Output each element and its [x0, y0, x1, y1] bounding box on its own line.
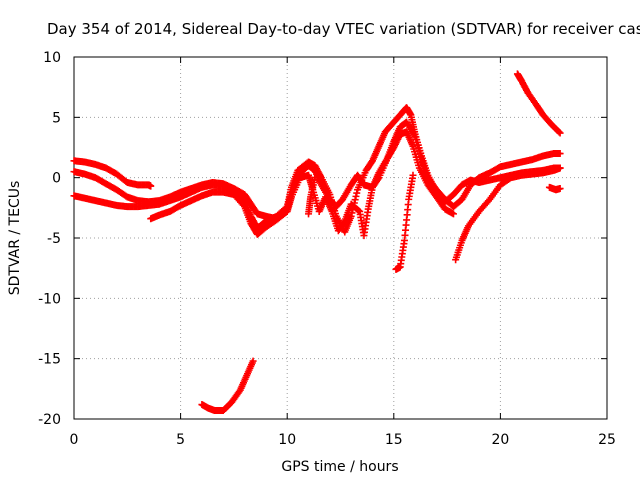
series-track-6: [392, 171, 417, 273]
series-track-8: [545, 183, 564, 194]
series-track-5: [305, 174, 319, 218]
y-tick-label: -5: [47, 231, 61, 247]
data-point: [556, 185, 564, 193]
axis-ticks: [73, 56, 608, 420]
x-tick-label: 20: [491, 432, 509, 448]
y-tick-label: 5: [52, 110, 61, 126]
data-point: [355, 207, 363, 215]
tick-labels: 0 5 10 15 20 25 -20 -15 -10 -5 0 5 10: [38, 50, 616, 448]
data-point: [409, 171, 417, 179]
data-point: [249, 357, 257, 365]
x-tick-label: 10: [278, 432, 296, 448]
x-tick-label: 5: [176, 432, 185, 448]
data-point: [555, 128, 563, 136]
x-tick-label: 0: [70, 432, 79, 448]
series-track-10: [198, 357, 257, 415]
y-tick-label: -15: [38, 352, 61, 368]
chart-title: Day 354 of 2014, Sidereal Day-to-day VTE…: [47, 20, 640, 38]
data-point: [147, 182, 155, 190]
y-tick-label: -10: [38, 291, 61, 307]
y-tick-label: 10: [43, 50, 61, 66]
x-axis-label: GPS time / hours: [281, 459, 398, 475]
data-point: [239, 201, 247, 209]
x-tick-label: 25: [598, 432, 616, 448]
data-point: [556, 129, 564, 137]
data-point: [311, 174, 319, 182]
y-tick-label: -20: [38, 412, 61, 428]
data-point: [556, 150, 564, 158]
data-marks: [70, 70, 564, 415]
y-tick-label: 0: [52, 171, 61, 187]
series-track-1: [70, 157, 155, 190]
series-track-7: [452, 164, 564, 264]
x-tick-label: 15: [385, 432, 403, 448]
data-point: [556, 164, 564, 172]
series-track-9: [513, 70, 564, 137]
data-point: [449, 210, 457, 218]
y-axis-label: SDTVAR / TECUs: [7, 181, 23, 296]
